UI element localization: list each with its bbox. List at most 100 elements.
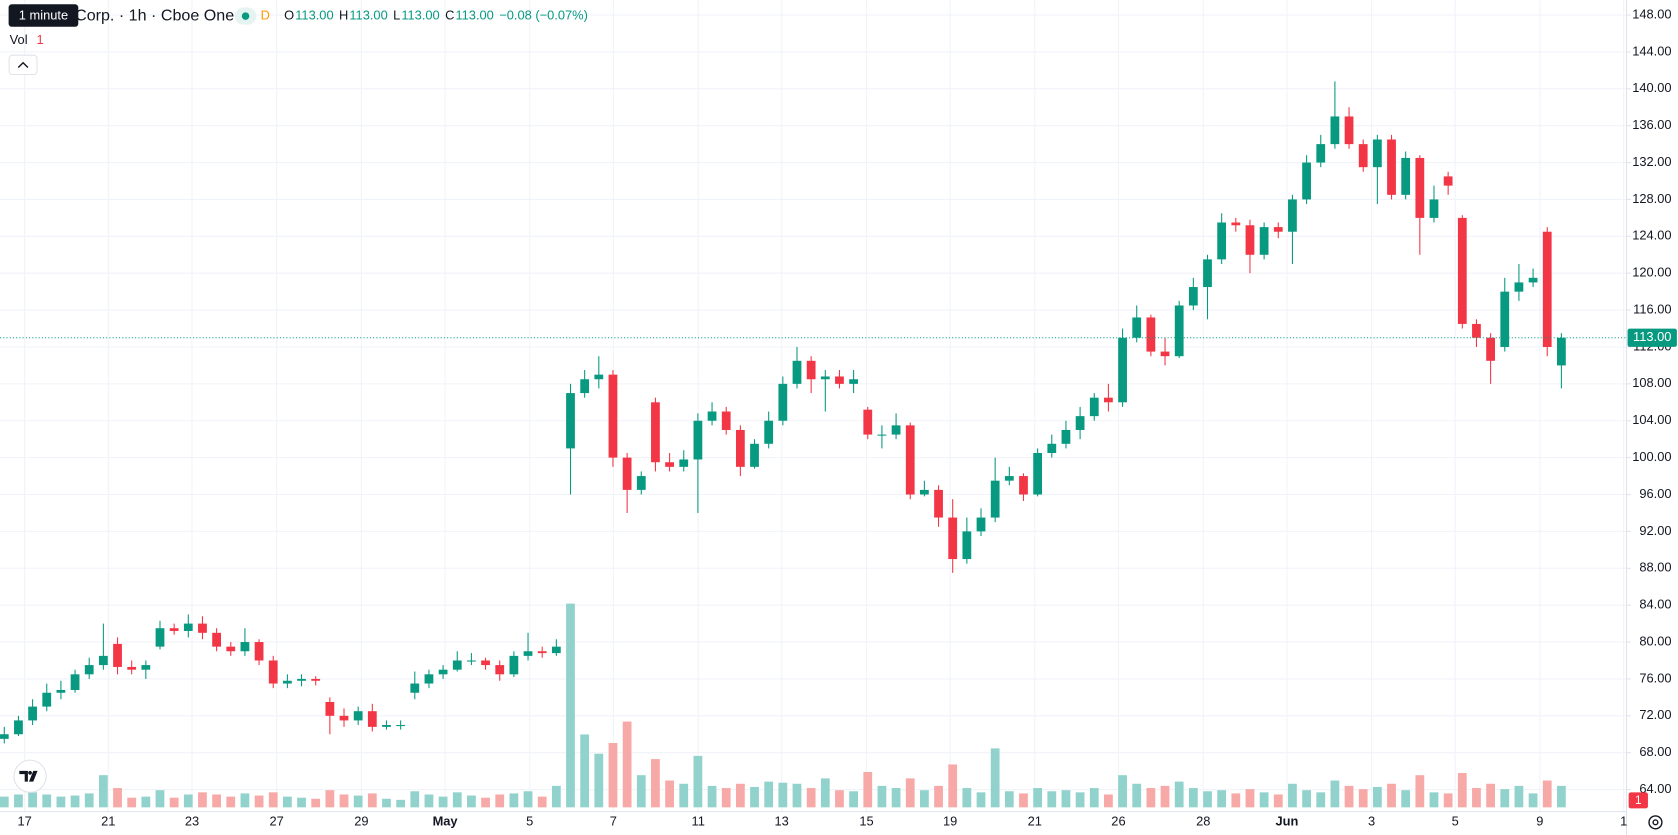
volume-bar xyxy=(1188,788,1198,808)
y-tick-label: 64.00 xyxy=(1639,781,1671,796)
volume-bar xyxy=(42,794,52,808)
data-badge: D xyxy=(261,7,270,22)
volume-bar xyxy=(1528,793,1538,808)
volume-bar xyxy=(424,794,434,808)
x-tick-label: 15 xyxy=(859,814,873,829)
candle-body xyxy=(1344,116,1354,145)
candle-body xyxy=(1075,416,1085,430)
ohlc-values: O 113.00 H 113.00 L 113.00 C 113.00 xyxy=(284,7,494,22)
volume-bar xyxy=(735,783,745,808)
candle-body xyxy=(382,725,391,727)
ohlc-value: 113.00 xyxy=(401,7,439,22)
candle-body xyxy=(962,531,972,560)
volume-bar xyxy=(1429,792,1439,808)
collapse-button[interactable] xyxy=(8,54,38,76)
volume-bar xyxy=(523,791,533,808)
volume-bar xyxy=(1019,793,1028,808)
volume-bar xyxy=(353,795,363,808)
candle-body xyxy=(226,646,236,652)
volume-bar xyxy=(452,792,462,808)
volume-bar xyxy=(127,797,137,808)
candle-body xyxy=(155,628,165,647)
x-tick-label: May xyxy=(433,814,459,829)
volume-bar xyxy=(325,790,335,808)
candle-body xyxy=(1203,259,1212,288)
settings-icon[interactable] xyxy=(1648,815,1663,830)
candle-body xyxy=(1288,199,1297,232)
alert-badge[interactable] xyxy=(1628,792,1648,809)
candle-body xyxy=(622,457,632,490)
candle-body xyxy=(1500,291,1510,347)
y-tick-label: 76.00 xyxy=(1639,670,1671,685)
candle-body xyxy=(693,420,703,460)
volume-bar xyxy=(1401,790,1411,808)
candle-body xyxy=(84,665,94,675)
volume-bar xyxy=(1387,783,1396,808)
candle-body xyxy=(580,379,590,394)
volume-bar xyxy=(537,796,547,808)
candle-body xyxy=(467,660,476,662)
volume-bar xyxy=(212,794,222,808)
volume-bar xyxy=(1316,792,1326,808)
axes: 148.00 144.00 140.00 136.00 132.00 128.00 124.… xyxy=(0,6,1677,829)
volume-bar xyxy=(636,775,646,808)
volume-bar xyxy=(1542,780,1552,808)
ohlc-label: C xyxy=(445,7,454,22)
candle-body xyxy=(651,402,660,463)
volume-bar xyxy=(1146,788,1156,808)
ohlc-value: 113.00 xyxy=(455,7,493,22)
candle-body xyxy=(1429,199,1439,218)
volume-bar xyxy=(28,792,37,808)
x-tick-label: 21 xyxy=(1028,814,1042,829)
x-tick-label: 7 xyxy=(610,814,617,829)
x-tick-label: 26 xyxy=(1111,814,1125,829)
candle-body xyxy=(424,674,434,684)
candle-body xyxy=(1188,287,1198,306)
candle-body xyxy=(283,680,292,684)
volume-bar xyxy=(778,782,788,808)
candle-body xyxy=(877,434,887,436)
volume-bar xyxy=(792,783,802,808)
candle-body xyxy=(1033,453,1043,495)
candle-body xyxy=(311,678,321,681)
tooltip-text: 1 minute xyxy=(19,7,68,22)
y-tick-label: 80.00 xyxy=(1639,633,1671,648)
candle-body xyxy=(198,623,207,633)
volume-bar xyxy=(311,798,321,808)
candle-body xyxy=(1245,225,1255,255)
candle-body xyxy=(396,725,406,727)
volume-bar xyxy=(863,771,873,808)
candle-body xyxy=(934,489,943,518)
logo-mark xyxy=(19,770,38,782)
y-tick-label: 84.00 xyxy=(1639,597,1671,612)
candle-body xyxy=(212,632,222,647)
candle-body xyxy=(1443,176,1453,186)
candle-body xyxy=(1132,317,1142,338)
candle-body xyxy=(1542,231,1552,347)
candle-body xyxy=(1486,337,1495,361)
volume-bar xyxy=(962,788,972,808)
change: −0.08 (−0.07%) xyxy=(499,7,588,22)
x-tick-label: 5 xyxy=(1452,814,1459,829)
ohlc-value: 113.00 xyxy=(349,7,387,22)
candle-body xyxy=(1415,157,1425,218)
y-tick-label: 108.00 xyxy=(1632,375,1671,390)
volume-bar xyxy=(820,778,830,808)
volume-bar xyxy=(1443,793,1453,808)
candle-body xyxy=(905,425,915,495)
candle-body xyxy=(849,379,858,384)
volume-bar xyxy=(905,778,915,808)
candle-body xyxy=(481,660,490,666)
volume-bar xyxy=(396,799,406,808)
candle-body xyxy=(339,715,349,721)
volume-value: 1 xyxy=(36,32,43,47)
volume-bar xyxy=(467,795,476,808)
volume-bar xyxy=(835,790,844,808)
volume-bar xyxy=(113,788,122,808)
tv-logo[interactable] xyxy=(13,759,47,793)
ohlc-label: O xyxy=(284,7,294,22)
candle-body xyxy=(56,689,66,693)
volume-bar xyxy=(1358,789,1368,808)
